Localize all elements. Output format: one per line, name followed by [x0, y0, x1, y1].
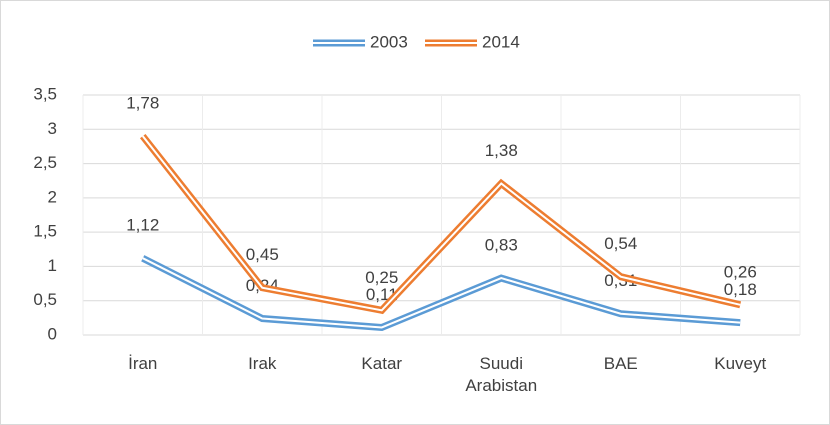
y-tick-label: 0 [48, 324, 57, 343]
data-label: 0,25 [365, 268, 398, 287]
y-tick-label: 1,5 [33, 222, 57, 241]
data-label: 0,83 [485, 236, 518, 255]
x-tick-label: Katar [361, 354, 403, 373]
y-tick-label: 2 [48, 187, 57, 206]
data-label: 0,18 [724, 280, 757, 299]
data-label: 0,45 [246, 245, 279, 264]
series-line-inner [141, 135, 741, 312]
legend-label: 2014 [482, 32, 520, 51]
x-tick-label: İran [128, 354, 158, 373]
y-tick-label: 2,5 [33, 153, 57, 172]
x-tick-label: Irak [248, 354, 277, 373]
y-tick-label: 1 [48, 256, 57, 275]
y-tick-label: 3 [48, 119, 57, 138]
x-tick-label: Suudi Arabistan [465, 354, 538, 395]
legend-label: 2003 [370, 32, 408, 51]
y-tick-label: 0,5 [33, 290, 57, 309]
data-label: 1,12 [126, 216, 159, 235]
x-tick-label: Kuveyt [714, 354, 767, 373]
y-tick-label: 3,5 [33, 84, 57, 103]
data-label: 0,26 [724, 262, 757, 281]
data-label: 1,78 [126, 94, 159, 113]
data-label: 0,54 [604, 234, 637, 253]
series-line-inner [142, 257, 741, 329]
x-tick-label: BAE [603, 354, 638, 373]
data-label: 1,38 [485, 141, 518, 160]
